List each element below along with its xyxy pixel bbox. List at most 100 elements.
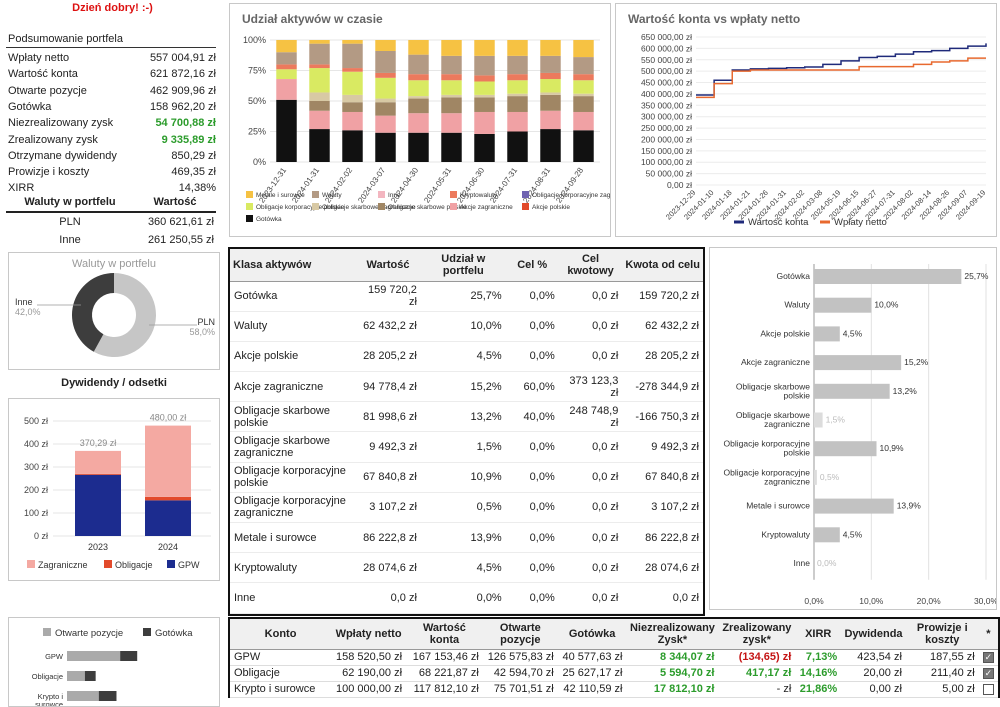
asset-table-cell: 0,0% [505,341,559,373]
account-bar-cash [84,671,96,681]
summary-label: Niezrealizowany zysk [8,117,114,130]
asset-table-header-cell: Cel % [505,249,559,282]
asset-table-cell: Akcje zagraniczne [230,371,356,403]
accounts-table-cell: GPW [230,649,332,666]
allocation-bar-value: 4,5% [843,529,863,539]
value-vs-deposits-chart-panel[interactable]: Wartość konta vs wpłaty netto 650 000,00… [615,3,997,237]
accounts-table-cell: 7,13% [795,649,842,666]
y-tick-label: 75% [248,66,266,76]
series-line [696,57,986,99]
asset-table-cell: 67 840,8 zł [355,462,421,493]
stack-segment [507,80,528,94]
stack-segment [507,131,528,162]
stack-segment [474,40,495,56]
dividend-total-label: 370,29 zł [80,438,117,448]
summary-value: 469,35 zł [171,166,216,179]
summary-row: Prowizje i koszty 469,35 zł [8,166,216,182]
dividends-chart-panel[interactable]: 500 zł 400 zł 300 zł 200 zł 100 zł 0 zł 370,29… [8,398,220,581]
summary-label: Gotówka [8,100,52,113]
asset-table-cell: 0,0% [505,522,559,554]
asset-table-cell: Inne [230,582,356,614]
x-tick-label: 2024-03-07 [356,166,387,205]
summary-title: Podsumowanie portfela [8,33,123,45]
legend-label: Metale i surowce [256,192,305,199]
asset-share-chart-panel[interactable]: Udział aktywów w czasie 100% 75% 50% 25% 0% 2… [229,3,611,237]
x-tick-label: 2023 [88,542,108,552]
account-include-checkbox[interactable]: ✓ [982,667,994,679]
allocation-category-label: Waluty [784,300,810,310]
legend-swatch [312,203,319,210]
account-include-checkbox[interactable] [982,683,994,695]
y-tick-label: 500 000,00 zł [641,66,692,76]
donut-label-left: Inne [15,297,33,307]
summary-label: Zrealizowany zysk [8,133,98,146]
allocation-category-label: Akcje polskie [760,328,810,338]
account-include-checkbox[interactable]: ✓ [982,651,994,663]
stack-segment [375,40,396,51]
stack-segment [507,40,528,56]
allocation-category-label: Inne [793,558,810,568]
asset-table-cell: 1,5% [420,431,506,463]
account-bar-cash [120,651,138,661]
dividend-bar-segment [75,450,121,474]
stack-segment [540,110,561,130]
accounts-table-cell: (134,65) zł [718,649,796,666]
summary-label: Otrzymane dywidendy [8,149,117,162]
accounts-table-cell: Krypto i surowce [230,681,332,698]
y-tick-label: 400 000,00 zł [641,89,692,99]
stack-segment [540,40,561,56]
legend-swatch [43,628,51,636]
allocation-bar [814,297,872,313]
asset-table-row: Akcje zagraniczne 94 778,4 zł 15,2% 60,0% 37… [230,371,703,403]
accounts-table-cell: 417,17 zł [718,665,796,682]
legend-label: Zagraniczne [38,560,88,570]
stack-segment [342,71,363,95]
allocation-bar-chart-panel[interactable]: 0,0% 10,0% 20,0% 30,0% 25,7% Gotówka 10,0% Walu… [709,247,997,610]
stack-segment [507,96,528,112]
stack-segment [507,93,528,97]
allocation-bar [814,498,894,514]
accounts-table-row: Krypto i surowce 100 000,00 zł 117 812,10 … [230,681,998,698]
asset-table-header-row: Klasa aktywów Wartość Udział w portfelu Cel… [230,249,703,282]
stack-segment [276,52,297,65]
allocation-bar-value: 1,5% [826,415,846,425]
allocation-bar-value: 25,7% [964,271,989,281]
legend-swatch [522,203,529,210]
asset-table-cell: 62 432,2 zł [355,311,421,342]
accounts-chart-panel[interactable]: Otwarte pozycje Gotówka GPW Obligacje Krypto… [8,617,220,707]
legend-swatch [450,203,457,210]
asset-table-cell: 0,0% [505,492,559,524]
asset-table-row: Kryptowaluty 28 074,6 zł 4,5% 0,0% 0,0 zł 28 … [230,552,703,584]
greeting-text: Dzień dobry! :-) [72,2,153,14]
legend-swatch [246,215,253,222]
currency-donut-panel[interactable]: Waluty w portfelu Inne 42,0% PLN 58,0% [8,252,220,370]
asset-table-cell: 13,9% [420,522,506,554]
accounts-table-header-cell: XIRR [795,619,842,650]
accounts-table-cell: 100 000,00 zł [331,681,407,698]
allocation-bar [814,441,877,457]
allocation-bar [814,326,840,342]
stack-segment [309,43,330,65]
dividend-bar-segment [145,500,191,536]
summary-divider [6,47,216,48]
legend-swatch [143,628,151,636]
legend-label: Waluty [322,192,342,199]
summary-value: 14,38% [178,182,216,195]
legend-label: Akcje zagraniczne [460,204,513,211]
stack-segment [474,55,495,76]
allocation-bar-value: 10,9% [879,443,904,453]
asset-table-cell: Obligacje korporacyjne zagraniczne [230,492,356,524]
asset-table-row: Inne 0,0 zł 0,0% 0,0% 0,0 zł 0,0 zł [230,582,703,614]
donut-slice-inne [72,273,114,352]
legend-swatch [450,191,457,198]
asset-table-cell: 0,0% [505,462,559,493]
accounts-table-header-cell: Wpłaty netto [331,619,407,650]
asset-table-cell: Obligacje skarbowe zagraniczne [230,431,356,463]
currency-label: Inne [59,234,81,246]
stack-segment [573,57,594,75]
summary-label: XIRR [8,182,35,195]
allocation-bar-value: 13,9% [897,501,922,511]
asset-table-cell: Akcje polskie [230,341,356,373]
asset-table-cell: 0,0 zł [558,462,623,493]
